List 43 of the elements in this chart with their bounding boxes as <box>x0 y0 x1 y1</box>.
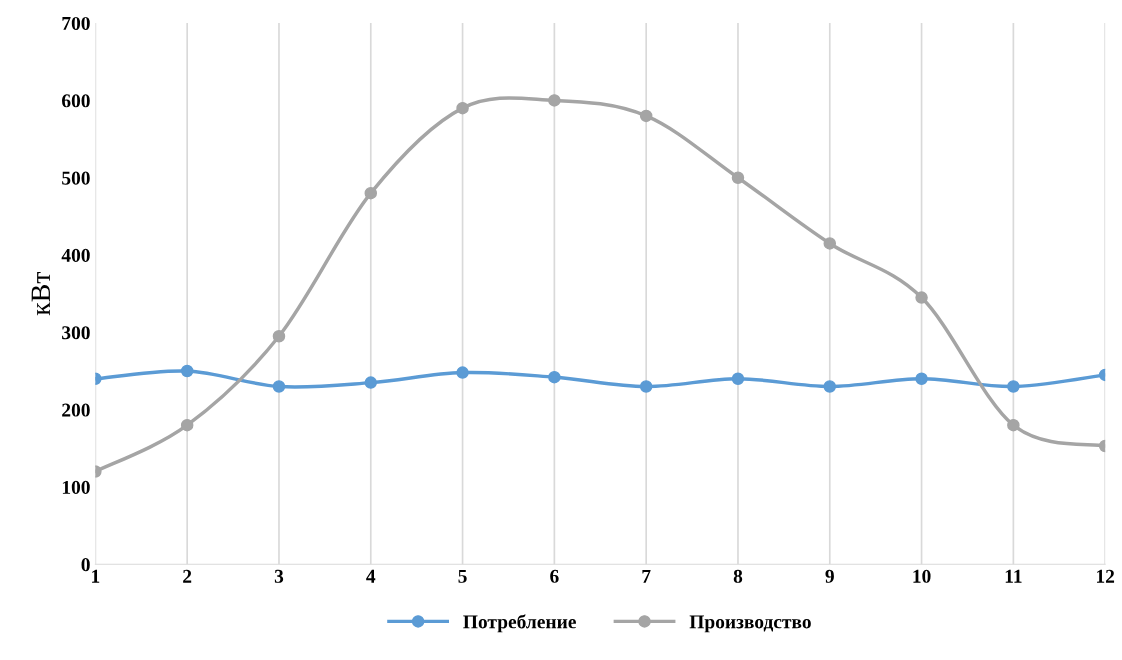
point <box>548 370 561 384</box>
y-tick-label: 0 <box>81 558 90 572</box>
point <box>731 171 745 184</box>
point <box>272 329 286 343</box>
x-tick-label: 4 <box>366 569 376 583</box>
x-tick-label: 7 <box>642 569 651 583</box>
legend-label: Производство <box>689 615 811 633</box>
point <box>180 364 194 378</box>
point <box>1007 418 1020 432</box>
point <box>639 109 653 123</box>
point <box>1007 380 1020 393</box>
x-tick-label: 2 <box>183 569 192 583</box>
point <box>731 372 745 385</box>
x-tick-label: 1 <box>92 569 100 583</box>
point <box>639 380 653 393</box>
y-tick-label: 300 <box>62 326 90 340</box>
point <box>272 380 286 393</box>
x-tick-label: 9 <box>825 569 834 583</box>
point <box>364 186 378 200</box>
x-tick-label: 11 <box>1005 569 1022 583</box>
y-axis-title: кВт <box>31 272 50 316</box>
point <box>823 380 837 393</box>
point <box>823 237 837 250</box>
point <box>364 376 378 389</box>
y-tick-label: 700 <box>62 16 90 31</box>
x-tick-label: 6 <box>550 569 559 583</box>
point <box>548 94 561 107</box>
y-tick-label: 600 <box>62 94 90 108</box>
x-tick-label: 10 <box>913 569 931 583</box>
y-tick-label: 100 <box>62 480 90 494</box>
y-tick-label: 200 <box>62 403 90 417</box>
point <box>915 291 928 304</box>
x-tick-label: 12 <box>1097 569 1115 583</box>
point <box>180 418 194 432</box>
y-tick-label: 500 <box>62 171 90 185</box>
x-tick-label: 3 <box>274 569 284 583</box>
point <box>915 372 928 385</box>
y-tick-label: 400 <box>61 248 90 262</box>
point <box>456 101 469 115</box>
point <box>456 366 469 379</box>
legend-label: Потребление <box>463 614 576 633</box>
x-tick-label: 5 <box>458 569 467 583</box>
x-tick-label: 8 <box>733 569 743 583</box>
